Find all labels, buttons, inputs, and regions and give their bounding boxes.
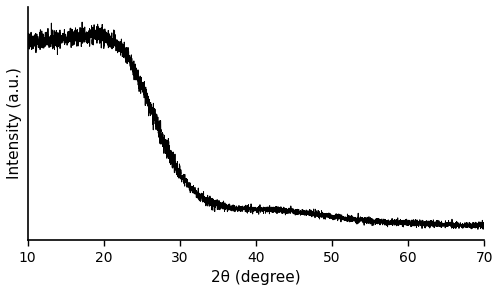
X-axis label: 2θ (degree): 2θ (degree): [211, 270, 300, 285]
Y-axis label: Intensity (a.u.): Intensity (a.u.): [7, 67, 22, 180]
